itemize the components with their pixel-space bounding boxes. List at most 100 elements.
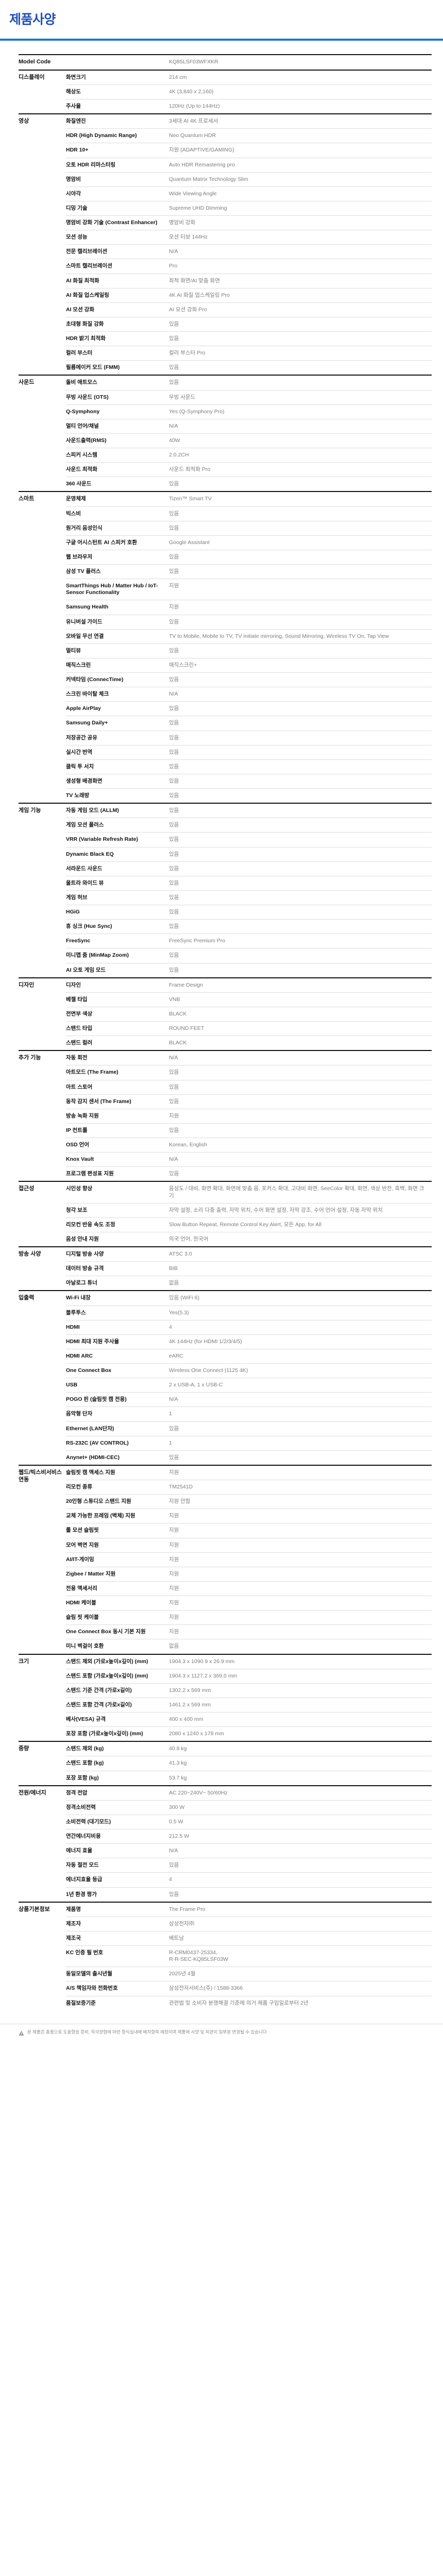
table-row: 상품기본정보 제품명 The Frame Pro [19,1901,432,2010]
table-row: 서라운드 사운드 있음 [19,861,432,876]
spec-row-label: Knox Vault [66,1152,169,1167]
spec-row-value: 지원 [169,1624,432,1639]
spec-row-label: 제조자 [66,1916,169,1931]
spec-row-label: 유니버설 가이드 [66,614,169,630]
table-row: 스탠드 기준 간격 (가로x길이) 1302.2 x 569 mm [19,1683,432,1698]
table-row: 삼성 TV 플러스 있음 [19,564,432,579]
spec-row-value: TV to Mobile, Mobile to TV, TV initiate … [169,629,432,644]
spec-row-label: 자동 게임 모드 (ALLM) [66,803,169,818]
spec-row-label: 포장 포함 (가로x높이x깊이) (mm) [66,1726,169,1742]
spec-row-label: 디자인 [66,977,169,993]
spec-row-label: 프로그램 편성표 지원 [66,1166,169,1182]
spec-row-value: 40W [169,433,432,448]
spec-row-label: 구글 어시스턴트 AI 스피커 호환 [66,535,169,550]
spec-row-value: R-CRM0437-25334, R-R-SEC-KQ85LSF03W [169,1945,432,1967]
table-row: AI 오토 게임 모드 있음 [19,962,432,978]
spec-row-label: 방송 녹화 지원 [66,1108,169,1124]
spec-row-label: AI 모션 강화 [66,302,169,317]
spec-row-label: 운영체제 [66,491,169,506]
table-row: AI 모션 강화 AI 모션 강화 Pro [19,302,432,317]
spec-row-value: The Frame Pro [169,1901,432,1917]
table-row: Apple AirPlay 있음 [19,701,432,716]
spec-row-label: 자동 회전 [66,1050,169,1065]
table-row: 리모컨 반응 속도 조정 Slow Button Repeat, Remote C… [19,1217,432,1232]
spec-group-label: 상품기본정보 [19,1901,66,2010]
table-row: Samsung Daily+ 있음 [19,716,432,731]
spec-row-label: 전문 캘리브레이션 [66,244,169,259]
table-row: 웹 브라우저 있음 [19,549,432,565]
spec-row-label: 데이터 방송 규격 [66,1261,169,1276]
spec-row-value: 있음 [169,1450,432,1465]
table-row: 멀티 언어/채널 N/A [19,418,432,434]
spec-row-value: Pro [169,259,432,274]
spec-row-value: 무빙 사운드 [169,389,432,405]
spec-row-label: 휴 싱크 (Hue Sync) [66,919,169,934]
spec-table-container: Model Code KQ85LSF03WFXKR 디스플레이 화면크기 214 cm 해… [0,54,443,2010]
spec-row-label: 에너지효율 등급 [66,1872,169,1887]
table-row: 미니 벽걸이 호환 없음 [19,1639,432,1654]
spec-row-value: 있음 [169,1079,432,1095]
spec-row-label: 미니 벽걸이 호환 [66,1639,169,1654]
table-row: A/S 책임자와 전화번호 삼성전자서비스(주) / 1588-3366 [19,1981,432,1996]
spec-row-label: 디밍 기술 [66,200,169,216]
spec-row-value: 있음 [169,1858,432,1873]
footer-note-text: 본 제품은 총괄으로 도움형을 준비, 작각광형에 마련 항식실내에 배치항목 … [27,2029,267,2035]
spec-group-label: 웹드/빅스비서비스 연동 [19,1464,66,1654]
spec-row-value: 있음 [169,1065,432,1080]
spec-row-value: 214 cm [169,69,432,85]
spec-row-value: 있음 [169,316,432,332]
spec-row-value: Korean, English [169,1137,432,1153]
spec-row-label: 주사율 [66,99,169,114]
spec-row-label: 스탠드 제외 (가로x높이x깊이) (mm) [66,1653,169,1669]
spec-row-value: 4 [169,1319,432,1335]
spec-row-value: 400 x 400 mm [169,1711,432,1727]
spec-row-value: ROUND FEET [169,1021,432,1036]
table-row: 아날로그 튜너 없음 [19,1276,432,1291]
table-row: IP 컨트롤 있음 [19,1123,432,1138]
spec-row-value: 지원 [169,1509,432,1523]
table-row: AI 화질 최적화 최적 화면/AI 맞춤 화면 [19,273,432,289]
spec-row-value: 지원 [169,1595,432,1611]
spec-row-label: AI 화질 최적화 [66,273,169,289]
spec-row-label: SmartThings Hub / Matter Hub / IoT-Senso… [66,579,169,600]
table-row: Anynet+ (HDMI-CEC) 있음 [19,1450,432,1465]
spec-group-label: 디스플레이 [19,69,66,114]
spec-row-label: 정격소비전력 [66,1800,169,1815]
table-row: TV 노래방 있음 [19,788,432,804]
spec-row-label: 컬러 부스터 [66,346,169,361]
spec-row-value: VNB [169,992,432,1007]
spec-row-label: 초대형 화질 강화 [66,316,169,332]
footer-note: 본 제품은 총괄으로 도움형을 준비, 작각광형에 마련 항식실내에 배치항목 … [0,2023,443,2044]
table-row: 디스플레이 화면크기 214 cm [19,69,432,114]
spec-row-label: 게임 허브 [66,890,169,905]
table-row: 컬러 부스터 컬러 부스터 Pro [19,346,432,361]
table-row: 음성 안내 지원 의국 언어, 한국어 [19,1231,432,1247]
spec-row-label: POGO 핀 (슬림핏 캠 전용) [66,1392,169,1407]
spec-group-label: 스마트 [19,491,66,804]
spec-row-value: eARC [169,1348,432,1364]
spec-row-value: 212.5 W [169,1828,432,1844]
table-row: 사운드 돌비 애트모스 있음 [19,375,432,492]
table-row: 1년 환경 평가 있음 [19,1887,432,1902]
table-row: 품질보증기준 관련법 및 소비자 분쟁해결 기준에 의거 제품 구입일로부터 2년 [19,1995,432,2010]
spec-row-label: 시야각 [66,186,169,201]
spec-row-label: AI 오토 게임 모드 [66,962,169,978]
table-row: 휴 싱크 (Hue Sync) 있음 [19,919,432,934]
spec-row-label: 매직스크린 [66,657,169,673]
spec-row-label: Zigbee / Matter 지원 [66,1566,169,1582]
spec-row-value: 명암비 강화 [169,215,432,230]
title-underline-rule [0,39,443,41]
spec-row-value: 없음 [169,1276,432,1291]
table-row: HDMI 4 [19,1319,432,1335]
table-row: USB 2 x USB-A, 1 x USB-C [19,1378,432,1393]
spec-row-value: ATSC 3.0 [169,1246,432,1262]
table-row: 프로그램 편성표 지원 있음 [19,1166,432,1182]
table-row: HDMI ARC eARC [19,1348,432,1364]
table-row: 실시간 번역 있음 [19,744,432,760]
table-row: FreeSync FreeSync Premium Pro [19,934,432,948]
spec-row-value: 베트남 [169,1930,432,1946]
spec-group-label: 크기 [19,1653,66,1742]
spec-row-label: 울트라 와이드 뷰 [66,875,169,891]
spec-row-value: 300 W [169,1800,432,1815]
table-row: 클릭 투 서치 있음 [19,759,432,774]
